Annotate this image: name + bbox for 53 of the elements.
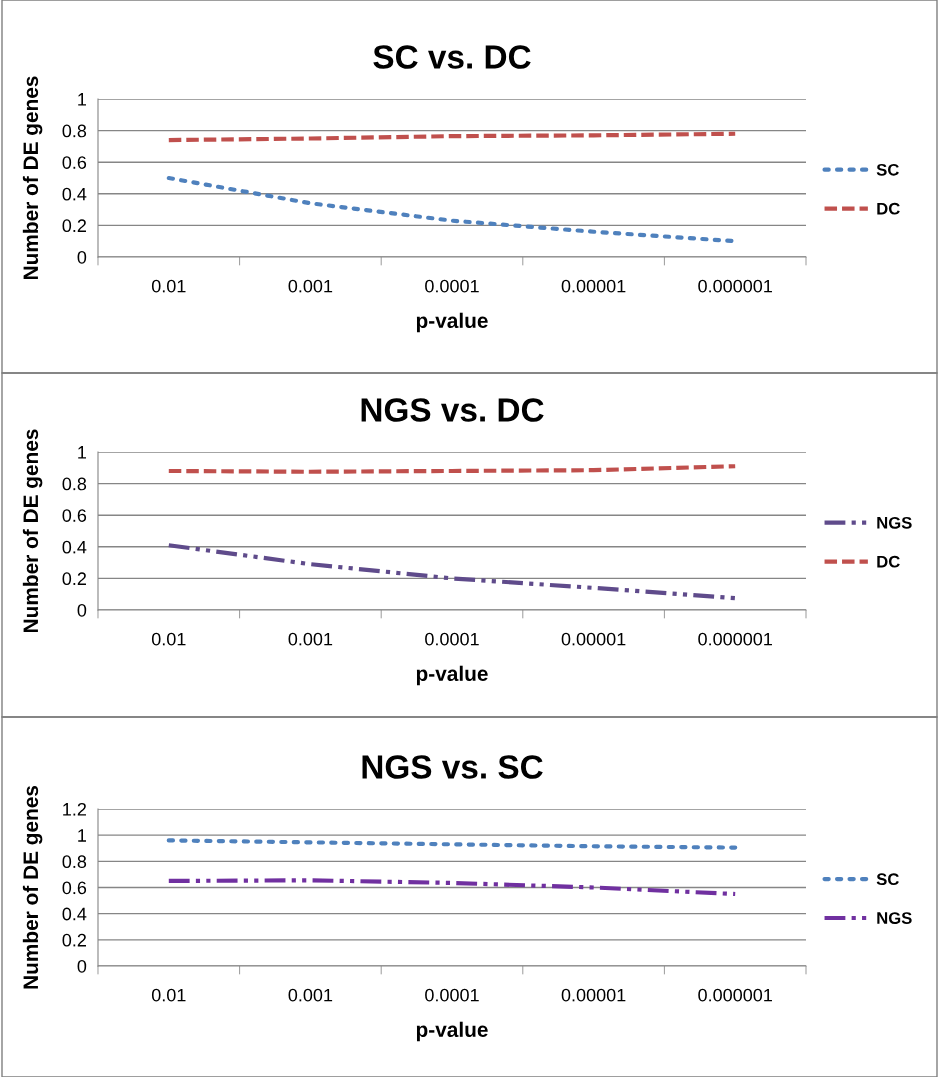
y-tick-label: 0.2 (62, 572, 86, 586)
y-axis-title: Number of DE genes (22, 785, 43, 989)
y-tick-label: 0.6 (62, 881, 87, 895)
chart-title: NGS vs. DC (361, 398, 544, 422)
y-tick-label: 1 (78, 829, 87, 842)
y-tick-label: 0.8 (62, 855, 87, 869)
x-tick-label: 0.0001 (425, 279, 479, 293)
y-tick-label: 0.2 (62, 219, 86, 233)
x-tick-label: 0.00001 (561, 632, 626, 646)
line-series (166, 543, 738, 601)
y-tick-label: 0.4 (62, 907, 87, 921)
x-tick-label: 0.001 (288, 988, 333, 1002)
chart-title: SC vs. DC (373, 45, 531, 69)
x-tick-label: 0.000001 (698, 988, 772, 1002)
line-series (166, 131, 738, 143)
y-tick-label: 0 (77, 959, 87, 973)
x-axis-title: p-value (416, 312, 488, 333)
x-tick-label: 0.01 (151, 988, 186, 1002)
legend-label: DC (877, 202, 900, 215)
chart-title: NGS vs. SC (362, 755, 543, 779)
y-tick-label: 1 (78, 446, 87, 459)
y-tick-label: 1 (78, 93, 87, 106)
legend-label: SC (876, 163, 899, 176)
y-tick-label: 0.4 (62, 540, 87, 554)
y-tick-label: 0.8 (62, 477, 87, 491)
legend-label: NGS (877, 912, 912, 924)
legend-label: NGS (877, 516, 912, 529)
y-tick-label: 0.2 (62, 933, 86, 947)
x-tick-label: 0.000001 (698, 279, 772, 293)
y-tick-label: 0.8 (62, 124, 87, 138)
y-axis-title: Number of DE genes (22, 76, 43, 280)
y-tick-label: 0.6 (62, 509, 87, 522)
y-axis-title: Number of DE genes (22, 429, 43, 633)
y-tick-label: 0 (77, 250, 87, 264)
legend-label: DC (877, 555, 900, 568)
y-tick-label: 0 (77, 603, 87, 617)
x-tick-label: 0.001 (288, 279, 333, 293)
x-tick-label: 0.01 (151, 279, 186, 293)
x-tick-label: 0.01 (151, 632, 186, 646)
line-series (166, 838, 738, 850)
y-tick-label: 0.4 (62, 187, 87, 201)
x-tick-label: 0.00001 (561, 279, 626, 293)
legend-label: SC (876, 873, 899, 886)
y-tick-label: 1.2 (63, 802, 86, 816)
x-tick-label: 0.001 (288, 632, 333, 646)
x-axis-title: p-value (416, 1021, 488, 1042)
x-tick-label: 0.0001 (425, 632, 479, 646)
y-tick-label: 0.6 (62, 156, 87, 169)
x-tick-label: 0.00001 (561, 988, 626, 1002)
x-tick-label: 0.000001 (698, 632, 772, 646)
x-axis-title: p-value (416, 665, 488, 686)
x-tick-label: 0.0001 (425, 988, 479, 1002)
line-series (166, 878, 738, 897)
